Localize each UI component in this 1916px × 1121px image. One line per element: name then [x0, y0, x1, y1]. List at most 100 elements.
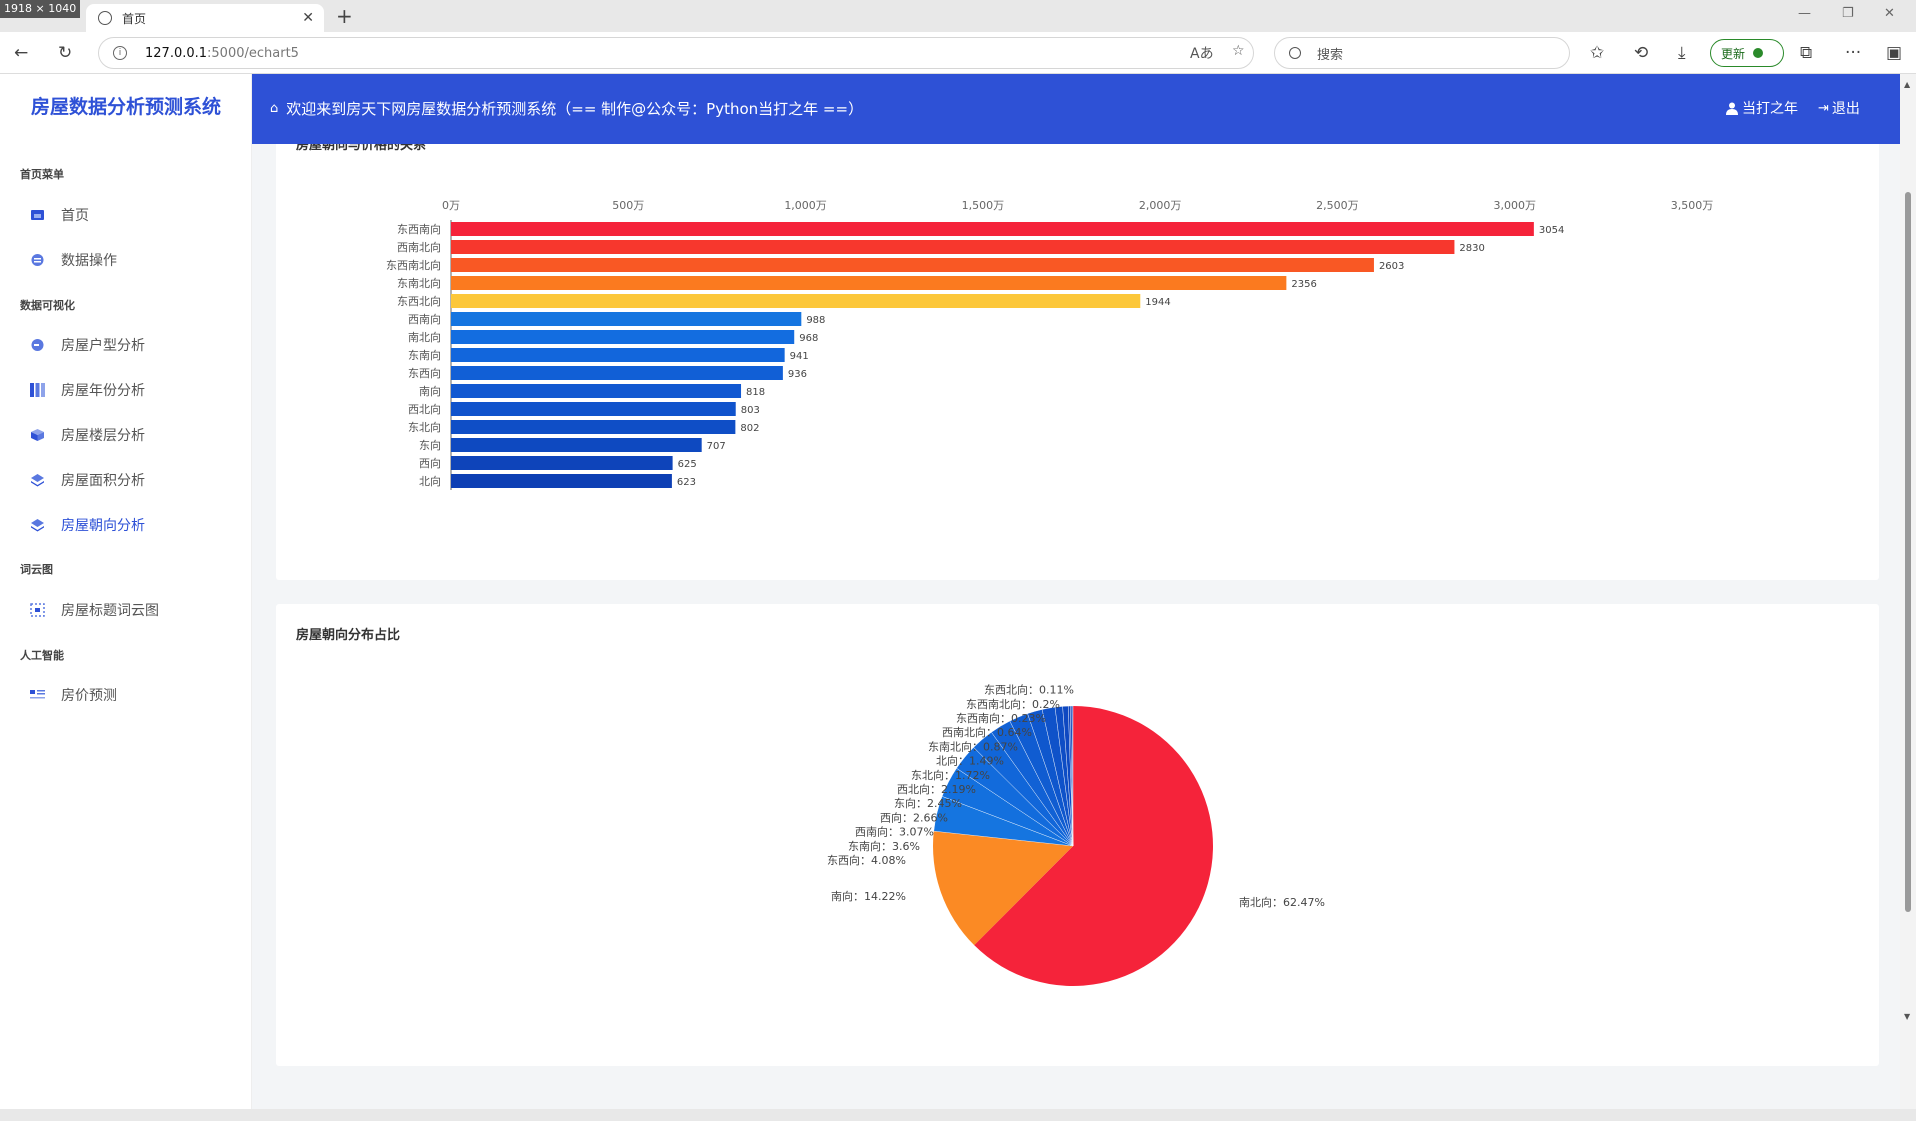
home-icon — [31, 210, 44, 220]
sidebar-item-home[interactable]: 首页 — [30, 204, 89, 226]
bar[interactable] — [451, 222, 1534, 236]
bar[interactable] — [451, 258, 1374, 272]
bar[interactable] — [451, 474, 672, 488]
sidebar-item-label: 房价预测 — [61, 688, 117, 704]
scroll-down-icon[interactable]: ▼ — [1904, 1012, 1911, 1021]
sidebar-item-price-prediction[interactable]: 房价预测 — [30, 684, 117, 706]
pie-label: 北向：1.49% — [936, 754, 1004, 768]
browser-tab[interactable]: 首页 ✕ — [86, 4, 324, 32]
sidebar-item-label: 房屋年份分析 — [61, 383, 145, 399]
pie-label: 东西南北向：0.2% — [966, 697, 1060, 711]
restore-icon[interactable]: ❐ — [1842, 6, 1854, 21]
bar-value-label: 968 — [799, 333, 818, 344]
pie-slice[interactable] — [1071, 705, 1074, 847]
update-button[interactable]: 更新 — [1710, 39, 1784, 67]
sidebar-item-year[interactable]: 房屋年份分析 — [30, 379, 145, 401]
y-category-label: 东向 — [419, 438, 441, 452]
bar[interactable] — [451, 456, 673, 470]
screenshot-icon[interactable]: ⧉ — [1800, 43, 1813, 63]
scroll-thumb[interactable] — [1905, 192, 1911, 912]
sidebar-item-area[interactable]: 房屋面积分析 — [30, 469, 145, 491]
bar[interactable] — [451, 240, 1455, 254]
bar[interactable] — [451, 420, 736, 434]
address-bar[interactable]: i 127.0.0.1 :5000/echart5 — [98, 37, 1254, 69]
sidebar-item-wordcloud[interactable]: 房屋标题词云图 — [30, 599, 159, 621]
url-path: :5000/echart5 — [207, 45, 299, 61]
tab-title: 首页 — [122, 11, 147, 26]
sidebar-item-label: 房屋标题词云图 — [61, 603, 159, 619]
nav-section-ai: 人工智能 — [20, 649, 64, 662]
search-box[interactable]: 搜索 — [1274, 37, 1570, 69]
x-tick-label: 1,000万 — [784, 199, 827, 212]
y-category-label: 东西向 — [408, 366, 441, 380]
site-info-icon[interactable]: i — [113, 46, 127, 60]
minimize-icon[interactable]: — — [1798, 6, 1811, 21]
download-icon[interactable]: ⤓ — [1678, 43, 1686, 63]
x-tick-label: 3,000万 — [1493, 199, 1536, 212]
y-category-label: 东西北向 — [397, 294, 441, 308]
sidebar-item-orientation[interactable]: 房屋朝向分析 — [30, 514, 145, 536]
scroll-up-icon[interactable]: ▲ — [1904, 80, 1911, 89]
url-host: 127.0.0.1 — [145, 45, 208, 61]
y-category-label: 东西南北向 — [386, 258, 441, 272]
logout-label: 退出 — [1831, 101, 1860, 117]
search-icon — [1289, 47, 1301, 59]
sidebar-item-floor[interactable]: 房屋楼层分析 — [30, 424, 145, 446]
sidebar-item-label: 首页 — [61, 208, 89, 224]
bar-value-label: 2356 — [1291, 279, 1316, 290]
favorites-icon[interactable]: ✩ — [1590, 43, 1605, 63]
pie-label: 东西南向：0.23% — [956, 711, 1046, 725]
bar[interactable] — [451, 348, 785, 362]
bar[interactable] — [451, 402, 736, 416]
sidebar-item-data-ops[interactable]: 数据操作 — [30, 249, 117, 271]
back-icon[interactable]: ← — [14, 43, 29, 63]
pie-label: 东南向：3.6% — [848, 839, 920, 853]
reload-icon[interactable]: ↻ — [58, 43, 73, 63]
bar-value-label: 802 — [740, 423, 759, 434]
bar-value-label: 623 — [677, 477, 696, 488]
sidebar-toggle-icon[interactable]: ▣ — [1886, 43, 1903, 63]
pie-label: 东向：2.45% — [894, 796, 962, 810]
x-tick-label: 1,500万 — [962, 199, 1005, 212]
bar[interactable] — [451, 384, 742, 398]
home-icon: ⌂ — [270, 101, 279, 116]
nav-section-wordcloud: 词云图 — [20, 563, 53, 576]
close-window-icon[interactable]: ✕ — [1884, 6, 1895, 21]
bar[interactable] — [451, 366, 783, 380]
bar-value-label: 941 — [790, 351, 809, 362]
close-tab-icon[interactable]: ✕ — [302, 10, 314, 26]
cube-icon — [31, 429, 44, 441]
cloud-icon — [30, 603, 45, 617]
pie-label: 西向：2.66% — [880, 810, 948, 824]
page-scrollbar[interactable]: ▲ ▼ — [1900, 74, 1916, 1109]
x-tick-label: 2,500万 — [1316, 199, 1359, 212]
bar[interactable] — [451, 312, 802, 326]
history-icon[interactable]: ⟲ — [1634, 43, 1649, 63]
sidebar-item-layout[interactable]: 房屋户型分析 — [30, 334, 145, 356]
pie-label: 东西北向：0.11% — [984, 683, 1074, 697]
pie-label: 东北向：1.72% — [911, 768, 990, 782]
bar[interactable] — [451, 276, 1287, 290]
user-menu[interactable]: 当打之年 — [1726, 98, 1798, 118]
x-tick-label: 3,500万 — [1671, 199, 1714, 212]
pie-label: 南北向：62.47% — [1239, 895, 1325, 909]
list-icon — [30, 690, 45, 699]
bar[interactable] — [451, 294, 1141, 308]
read-aloud-icon[interactable]: Aあ — [1190, 46, 1214, 62]
logout-button[interactable]: ⇥ 退出 — [1818, 98, 1860, 118]
bar[interactable] — [451, 438, 702, 452]
pie-label: 东西向：4.08% — [827, 853, 906, 867]
bar-chart-card: 房屋朝向与价格的关系 0万 500万 1,000万 1,500万 2,000万 2,500… — [276, 120, 1879, 580]
bar-value-label: 707 — [707, 441, 726, 452]
sidebar: 房屋数据分析预测系统 首页菜单 首页 数据操作 数据可视化 房屋户型分析 房屋年… — [0, 74, 252, 1109]
pie-slice[interactable] — [933, 831, 1073, 946]
more-icon[interactable]: ··· — [1845, 43, 1862, 63]
pie-slice[interactable] — [974, 706, 1213, 986]
bar-value-label: 2830 — [1459, 243, 1484, 254]
new-tab-button[interactable]: + — [336, 4, 353, 28]
bar[interactable] — [451, 330, 795, 344]
y-category-label: 北向 — [419, 474, 441, 488]
bar-value-label: 3054 — [1539, 225, 1564, 236]
favorite-star-icon[interactable]: ☆ — [1232, 43, 1245, 59]
nav-section-home: 首页菜单 — [20, 168, 64, 181]
